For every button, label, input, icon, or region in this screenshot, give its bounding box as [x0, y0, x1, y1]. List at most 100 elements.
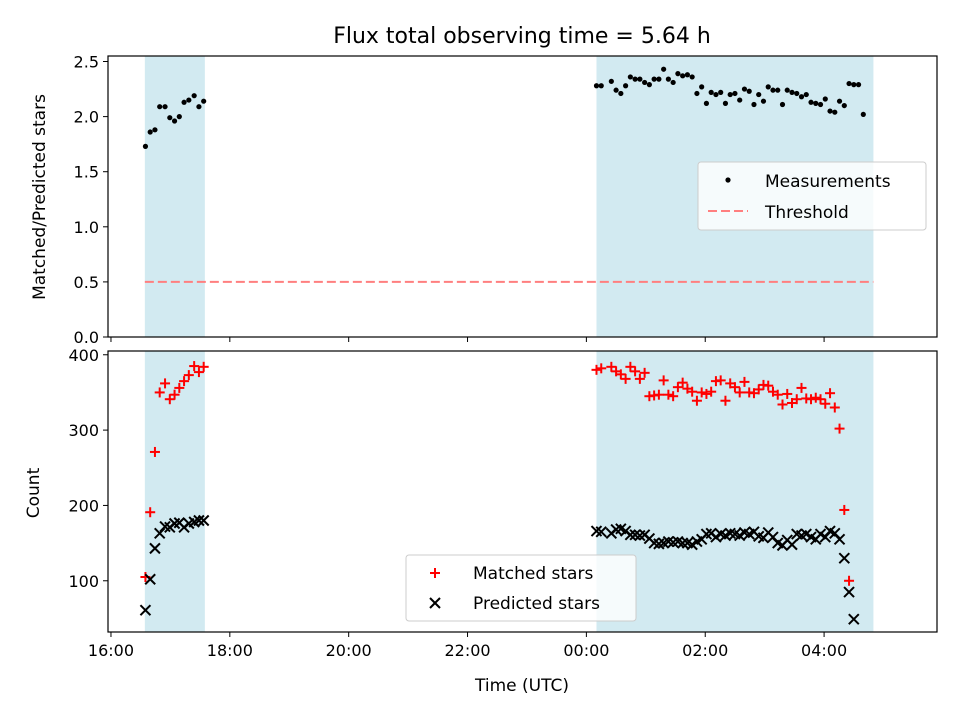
legend-label: Predicted stars	[473, 594, 600, 614]
marker-stroke	[729, 528, 741, 540]
measurement-point	[157, 104, 163, 110]
marker-stroke	[805, 531, 817, 543]
measurement-point	[176, 114, 182, 120]
marker-stroke	[724, 527, 736, 540]
matched-star-point	[630, 366, 641, 377]
matched-star-point	[734, 387, 745, 398]
matched-star-point	[639, 367, 650, 378]
measurement-point	[665, 76, 671, 82]
matched-star-point	[164, 394, 175, 405]
observing-window-shade	[596, 351, 874, 632]
matched-star-point	[815, 394, 826, 405]
measurement-point	[794, 90, 800, 97]
measurement-point	[623, 83, 629, 89]
matched-star-point	[777, 399, 788, 410]
marker-stroke	[838, 552, 851, 564]
measurement-point	[167, 115, 173, 121]
x-tick-label: 18:00	[207, 641, 253, 660]
marker-stroke	[800, 528, 812, 540]
predicted-star-point	[676, 537, 689, 549]
measurement-point	[746, 88, 752, 94]
matched-star-point	[839, 504, 850, 515]
x-tick-label: 00:00	[563, 641, 609, 660]
matched-star-point	[720, 395, 731, 406]
predicted-star-point	[595, 526, 607, 538]
y-tick-label: 1.0	[74, 218, 99, 237]
marker-stroke	[615, 523, 627, 535]
measurement-point	[162, 104, 168, 110]
matched-star-point	[820, 398, 831, 409]
top-panel: 0.0 0.5 1.0 1.5 2.0 2.5 Measurements Threshold	[74, 53, 938, 347]
matched-star-point	[772, 389, 783, 400]
measurement-point	[827, 108, 833, 114]
y-tick-label: 2.5	[74, 53, 99, 72]
x-tick-label: 04:00	[801, 641, 847, 660]
x-axis-label: Time (UTC)	[474, 676, 569, 696]
matched-star-point	[829, 402, 840, 413]
matched-star-point	[183, 370, 194, 381]
measurement-point	[860, 111, 866, 118]
measurement-point	[722, 100, 729, 106]
matched-star-point	[739, 376, 750, 387]
y-tick-label: 0.0	[74, 328, 99, 347]
marker-stroke	[829, 527, 841, 540]
marker-stroke	[193, 514, 205, 527]
matched-star-point	[701, 388, 712, 399]
measurement-point	[147, 129, 153, 135]
measurement-point	[651, 76, 657, 82]
measurement-point	[637, 76, 643, 82]
x-tick-label: 02:00	[682, 641, 728, 660]
legend-box	[405, 554, 637, 622]
measurement-point	[822, 96, 828, 102]
legend-marker-measurements	[725, 177, 731, 183]
measurement-point	[760, 98, 767, 104]
measurement-point	[732, 90, 738, 97]
measurement-point	[142, 143, 149, 149]
matched-star-point	[763, 380, 774, 391]
marker-stroke	[662, 535, 675, 548]
measurement-point	[646, 82, 652, 88]
predicted-star-point	[144, 573, 156, 585]
marker-stroke	[753, 530, 765, 543]
predicted-star-point	[153, 527, 166, 540]
matched-star-point	[696, 387, 707, 398]
measurement-point	[779, 101, 786, 108]
matched-star-point	[634, 373, 645, 384]
legend-label: Measurements	[765, 172, 891, 192]
matched-star-point	[663, 389, 674, 400]
matched-star-point	[620, 373, 631, 384]
measurement-point	[670, 79, 676, 86]
measurement-point	[608, 78, 614, 84]
measurement-point	[632, 76, 638, 82]
measurement-point	[656, 76, 662, 82]
x-tick-label: 16:00	[88, 641, 134, 660]
bottom-panel: 100 200 300 400 16:00 18:00 20:00 22:00 00:00 02:…	[68, 346, 938, 660]
measurement-point	[798, 94, 805, 100]
y-tick-label: 0.5	[74, 273, 99, 292]
measurement-point	[593, 83, 600, 89]
matched-star-point	[154, 387, 165, 398]
y-tick-label: 300	[68, 421, 99, 440]
y-tick-label: 400	[68, 346, 99, 365]
matched-star-point	[691, 395, 702, 406]
measurement-point	[613, 87, 619, 93]
marker-stroke	[149, 542, 161, 555]
measurement-point	[817, 101, 824, 108]
matched-star-point	[810, 392, 821, 403]
marker-stroke	[714, 528, 727, 540]
matched-star-point	[591, 364, 602, 375]
measurement-point	[699, 84, 705, 90]
measurement-point	[171, 118, 178, 124]
measurement-point	[618, 90, 624, 97]
measurement-point	[855, 82, 862, 88]
marker-stroke	[767, 531, 779, 543]
matched-star-point	[687, 386, 698, 397]
measurement-point	[813, 100, 819, 106]
matched-star-point	[706, 386, 717, 397]
observing-window-shade	[144, 56, 205, 337]
measurement-point	[703, 100, 710, 106]
measurement-point	[694, 90, 700, 97]
legend-label: Matched stars	[473, 564, 593, 584]
predicted-star-point	[843, 586, 855, 598]
